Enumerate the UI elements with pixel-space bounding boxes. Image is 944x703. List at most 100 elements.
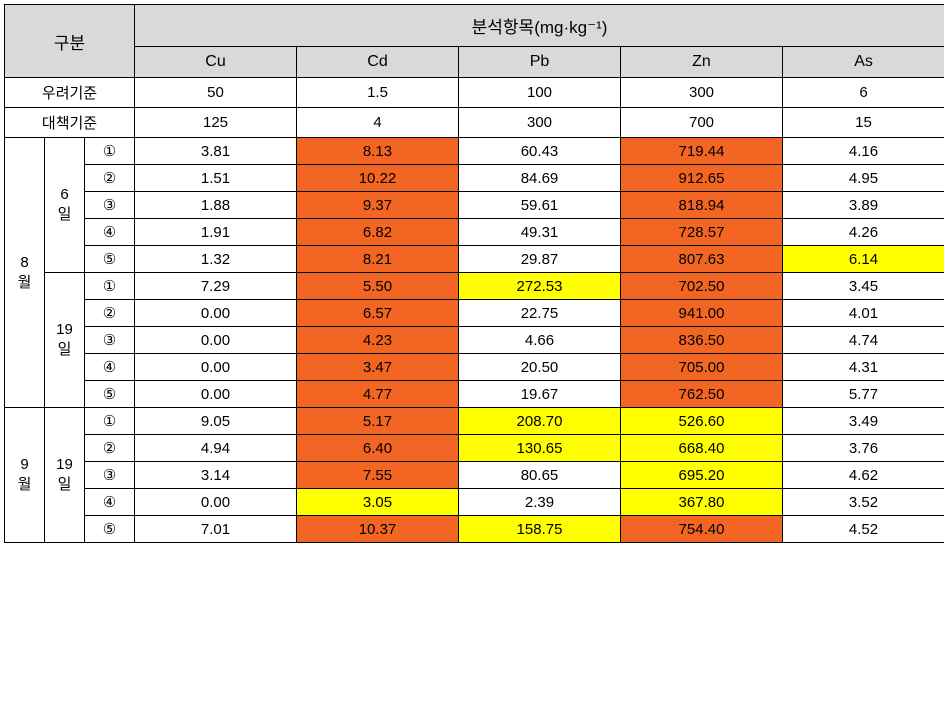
data-cell: 5.17 — [297, 408, 459, 435]
data-cell: 8.21 — [297, 246, 459, 273]
data-cell: 19.67 — [459, 381, 621, 408]
column-header-pb: Pb — [459, 47, 621, 78]
standard-value: 6 — [783, 78, 944, 108]
data-cell: 272.53 — [459, 273, 621, 300]
data-cell: 4.26 — [783, 219, 944, 246]
row-marker: ③ — [85, 192, 135, 219]
column-header-cd: Cd — [297, 47, 459, 78]
data-cell: 29.87 — [459, 246, 621, 273]
data-cell: 59.61 — [459, 192, 621, 219]
data-cell: 6.14 — [783, 246, 944, 273]
category-header: 구분 — [5, 5, 135, 78]
data-cell: 719.44 — [621, 138, 783, 165]
row-marker: ⑤ — [85, 381, 135, 408]
data-cell: 3.14 — [135, 462, 297, 489]
data-cell: 754.40 — [621, 516, 783, 543]
data-cell: 4.01 — [783, 300, 944, 327]
data-cell: 941.00 — [621, 300, 783, 327]
data-cell: 1.32 — [135, 246, 297, 273]
data-cell: 807.63 — [621, 246, 783, 273]
data-cell: 728.57 — [621, 219, 783, 246]
data-cell: 8.13 — [297, 138, 459, 165]
data-cell: 3.49 — [783, 408, 944, 435]
data-cell: 20.50 — [459, 354, 621, 381]
row-marker: ② — [85, 165, 135, 192]
data-cell: 0.00 — [135, 381, 297, 408]
data-cell: 4.31 — [783, 354, 944, 381]
data-cell: 4.66 — [459, 327, 621, 354]
data-cell: 9.37 — [297, 192, 459, 219]
row-marker: ③ — [85, 327, 135, 354]
data-cell: 4.94 — [135, 435, 297, 462]
row-marker: ④ — [85, 219, 135, 246]
data-cell: 22.75 — [459, 300, 621, 327]
standard-value: 125 — [135, 108, 297, 138]
data-cell: 4.62 — [783, 462, 944, 489]
data-cell: 0.00 — [135, 300, 297, 327]
data-cell: 6.57 — [297, 300, 459, 327]
data-cell: 668.40 — [621, 435, 783, 462]
data-cell: 4.23 — [297, 327, 459, 354]
month-label: 9월 — [5, 408, 45, 543]
standard-value: 100 — [459, 78, 621, 108]
column-header-cu: Cu — [135, 47, 297, 78]
data-cell: 3.76 — [783, 435, 944, 462]
data-cell: 5.77 — [783, 381, 944, 408]
data-cell: 705.00 — [621, 354, 783, 381]
standard-label: 우려기준 — [5, 78, 135, 108]
standard-value: 4 — [297, 108, 459, 138]
data-cell: 7.55 — [297, 462, 459, 489]
row-marker: ② — [85, 300, 135, 327]
day-label: 19일 — [45, 273, 85, 408]
data-cell: 84.69 — [459, 165, 621, 192]
data-cell: 836.50 — [621, 327, 783, 354]
data-cell: 6.82 — [297, 219, 459, 246]
row-marker: ① — [85, 408, 135, 435]
data-cell: 158.75 — [459, 516, 621, 543]
data-cell: 3.89 — [783, 192, 944, 219]
data-cell: 0.00 — [135, 327, 297, 354]
data-cell: 80.65 — [459, 462, 621, 489]
column-header-zn: Zn — [621, 47, 783, 78]
data-cell: 10.22 — [297, 165, 459, 192]
analysis-table: 구분분석항목(mg·kg⁻¹)CuCdPbZnAs우려기준501.5100300… — [4, 4, 944, 543]
row-marker: ⑤ — [85, 246, 135, 273]
analysis-title-header: 분석항목(mg·kg⁻¹) — [135, 5, 944, 47]
data-cell: 3.45 — [783, 273, 944, 300]
row-marker: ⑤ — [85, 516, 135, 543]
data-cell: 3.47 — [297, 354, 459, 381]
row-marker: ③ — [85, 462, 135, 489]
data-cell: 526.60 — [621, 408, 783, 435]
data-cell: 5.50 — [297, 273, 459, 300]
data-cell: 695.20 — [621, 462, 783, 489]
data-cell: 4.16 — [783, 138, 944, 165]
data-cell: 1.88 — [135, 192, 297, 219]
row-marker: ① — [85, 138, 135, 165]
standard-label: 대책기준 — [5, 108, 135, 138]
standard-value: 1.5 — [297, 78, 459, 108]
data-cell: 4.95 — [783, 165, 944, 192]
data-cell: 1.91 — [135, 219, 297, 246]
month-label: 8월 — [5, 138, 45, 408]
data-cell: 4.52 — [783, 516, 944, 543]
row-marker: ④ — [85, 489, 135, 516]
data-cell: 818.94 — [621, 192, 783, 219]
data-cell: 4.74 — [783, 327, 944, 354]
data-cell: 0.00 — [135, 489, 297, 516]
data-cell: 702.50 — [621, 273, 783, 300]
column-header-as: As — [783, 47, 944, 78]
data-cell: 4.77 — [297, 381, 459, 408]
data-cell: 9.05 — [135, 408, 297, 435]
day-label: 19일 — [45, 408, 85, 543]
data-cell: 3.81 — [135, 138, 297, 165]
data-cell: 0.00 — [135, 354, 297, 381]
standard-value: 15 — [783, 108, 944, 138]
data-cell: 2.39 — [459, 489, 621, 516]
row-marker: ① — [85, 273, 135, 300]
data-cell: 367.80 — [621, 489, 783, 516]
day-label: 6일 — [45, 138, 85, 273]
data-cell: 3.52 — [783, 489, 944, 516]
data-cell: 762.50 — [621, 381, 783, 408]
data-cell: 912.65 — [621, 165, 783, 192]
row-marker: ② — [85, 435, 135, 462]
